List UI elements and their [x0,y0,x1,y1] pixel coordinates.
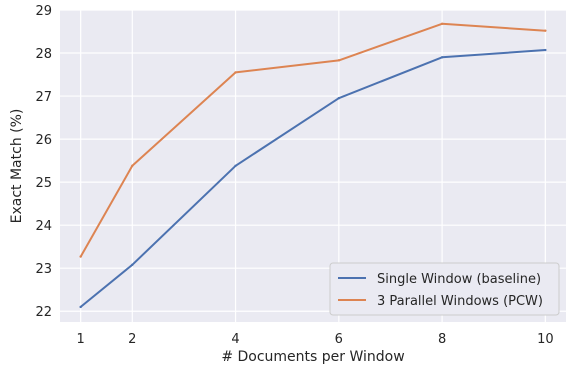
legend-box [329,262,560,316]
data-point [131,263,134,266]
data-point [337,97,341,100]
y-tick-label: 23 [35,262,52,277]
data-point [544,48,547,52]
data-point [234,71,237,74]
y-tick-label: 27 [35,90,52,105]
y-axis-ticks: 22 23 24 25 26 27 28 29 [35,4,52,320]
series-line-1 [79,22,547,258]
data-point [234,164,237,167]
y-tick-label: 24 [35,219,52,234]
x-axis-ticks: 1 2 4 6 8 10 [77,332,554,347]
x-tick-label: 4 [231,332,239,347]
y-tick-label: 22 [35,305,52,320]
data-point [79,305,82,309]
x-tick-label: 1 [77,332,85,347]
data-point [79,255,82,258]
legend: Single Window (baseline) 3 Parallel Wind… [329,262,560,316]
series-lines [79,22,547,309]
x-axis-label: # Documents per Window [221,349,404,365]
series-line-0 [79,49,547,308]
data-point [440,56,444,59]
y-tick-label: 28 [35,47,52,62]
data-point [440,22,444,25]
y-tick-label: 29 [35,4,52,19]
y-tick-label: 26 [35,133,52,148]
legend-label-single-window: Single Window (baseline) [377,272,541,287]
x-tick-label: 10 [537,332,554,347]
x-tick-label: 8 [438,332,446,347]
y-tick-label: 25 [35,176,52,191]
data-point [544,29,547,32]
legend-label-parallel-windows: 3 Parallel Windows (PCW) [377,294,543,309]
y-axis-label: Exact Match (%) [9,109,25,224]
data-point [131,164,134,167]
x-tick-label: 6 [335,332,343,347]
data-point [337,59,341,62]
x-tick-label: 2 [128,332,136,347]
